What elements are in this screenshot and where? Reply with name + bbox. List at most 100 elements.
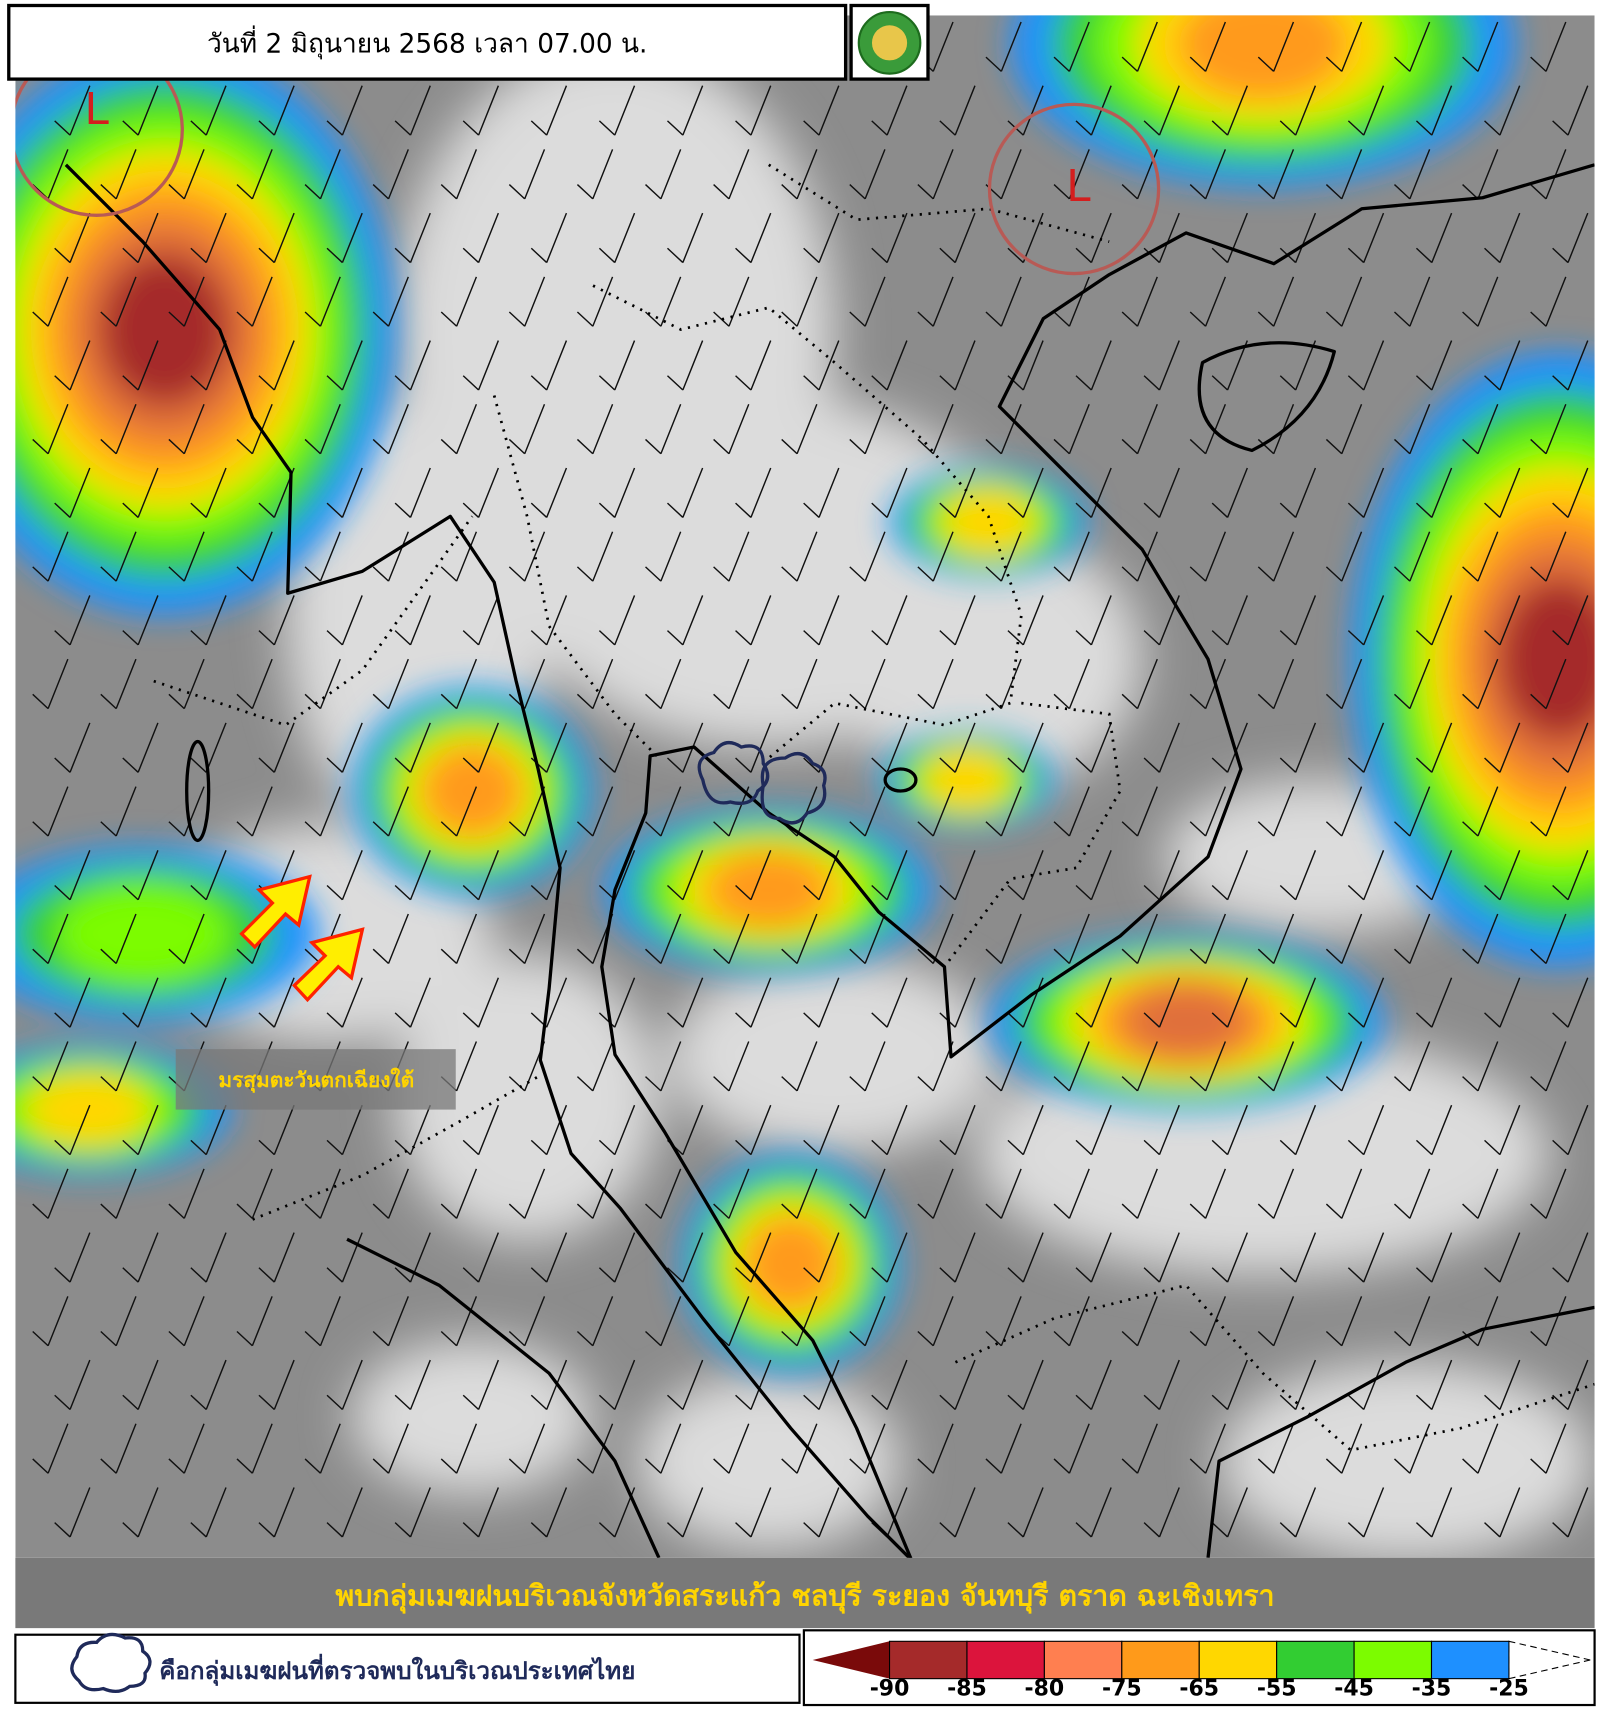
barb: [508, 1423, 546, 1474]
barb: [939, 467, 976, 518]
barb: [1530, 1168, 1567, 1219]
barb: [440, 1296, 478, 1347]
barb: [1552, 722, 1589, 773]
barb: [1053, 21, 1090, 72]
barb: [530, 467, 568, 518]
barb: [54, 1104, 91, 1156]
barb: [1484, 340, 1521, 391]
barb: [326, 722, 363, 773]
barb: [394, 85, 431, 136]
barb: [1257, 1168, 1295, 1219]
barb: [781, 1296, 818, 1347]
barb: [645, 531, 682, 582]
barb: [939, 722, 976, 773]
barb: [1257, 531, 1295, 582]
barb: [645, 1168, 682, 1219]
barb: [871, 467, 908, 518]
barb: [530, 1232, 568, 1283]
barb: [917, 1168, 954, 1219]
barb: [304, 1423, 341, 1474]
colorbar-label: -75: [1102, 1677, 1142, 1702]
barb: [1189, 786, 1227, 837]
barb: [258, 212, 295, 264]
barb: [1415, 850, 1453, 901]
barb: [1189, 1423, 1227, 1474]
barb: [1143, 722, 1180, 773]
cloud-top: [940, 488, 1036, 555]
barb: [168, 1168, 205, 1219]
barb: [1347, 977, 1385, 1028]
barb: [32, 404, 69, 455]
barb: [576, 149, 614, 200]
cloud-top: [1500, 580, 1595, 739]
barb: [1325, 276, 1363, 327]
barb: [1552, 340, 1589, 391]
barb: [576, 276, 614, 327]
barb: [32, 1296, 69, 1347]
barb: [1415, 977, 1453, 1028]
barb: [1211, 977, 1248, 1028]
barb: [394, 1359, 431, 1411]
barb: [190, 467, 227, 518]
barb: [803, 595, 840, 646]
barb: [713, 658, 750, 710]
barb: [1143, 1359, 1180, 1411]
barb: [304, 531, 341, 582]
barb: [871, 85, 908, 136]
barb: [803, 722, 840, 773]
barb: [54, 850, 91, 901]
barb: [394, 340, 431, 391]
barb: [372, 531, 409, 582]
barb: [1530, 913, 1567, 964]
colorbar-end: [812, 1641, 890, 1679]
barb: [372, 658, 409, 710]
barb: [1530, 531, 1567, 582]
barb: [1325, 1296, 1363, 1347]
barb: [871, 340, 908, 391]
barb: [1484, 467, 1521, 518]
barb: [598, 595, 636, 646]
cloud-top: [423, 746, 522, 836]
barb: [100, 786, 137, 837]
colorbar-label: -85: [947, 1677, 987, 1702]
barb: [1257, 658, 1295, 710]
barb: [645, 1296, 682, 1347]
barb: [54, 340, 91, 391]
barb: [462, 850, 500, 901]
barb: [1279, 85, 1317, 136]
barb: [1143, 1232, 1180, 1283]
colorbar-label: -55: [1257, 1677, 1297, 1702]
barb: [985, 786, 1022, 837]
barb: [1211, 1232, 1248, 1283]
barb: [1211, 595, 1248, 646]
barb: [122, 85, 159, 136]
barb: [1257, 913, 1295, 964]
barb: [576, 1423, 614, 1474]
barb: [1325, 531, 1363, 582]
barb: [781, 658, 818, 710]
barb: [1552, 595, 1589, 646]
colorbar-bin: [966, 1640, 1045, 1680]
barb: [1189, 531, 1227, 582]
barb: [1347, 212, 1385, 264]
barb: [1325, 658, 1363, 710]
barb: [1143, 212, 1180, 264]
barb: [985, 531, 1022, 582]
barb: [236, 276, 273, 327]
barb: [122, 1104, 159, 1156]
barb: [1143, 1487, 1180, 1538]
barb: [871, 1359, 908, 1411]
barb: [530, 85, 568, 136]
barb: [462, 85, 500, 136]
barb: [32, 658, 69, 710]
barb: [781, 149, 818, 200]
barb: [236, 786, 273, 837]
barb: [917, 658, 954, 710]
barb: [440, 1423, 478, 1474]
barb: [190, 1104, 227, 1156]
barb: [394, 1487, 431, 1538]
barb: [1347, 722, 1385, 773]
barb: [1257, 276, 1295, 327]
cloud-top-colors: [15, 15, 1595, 1374]
